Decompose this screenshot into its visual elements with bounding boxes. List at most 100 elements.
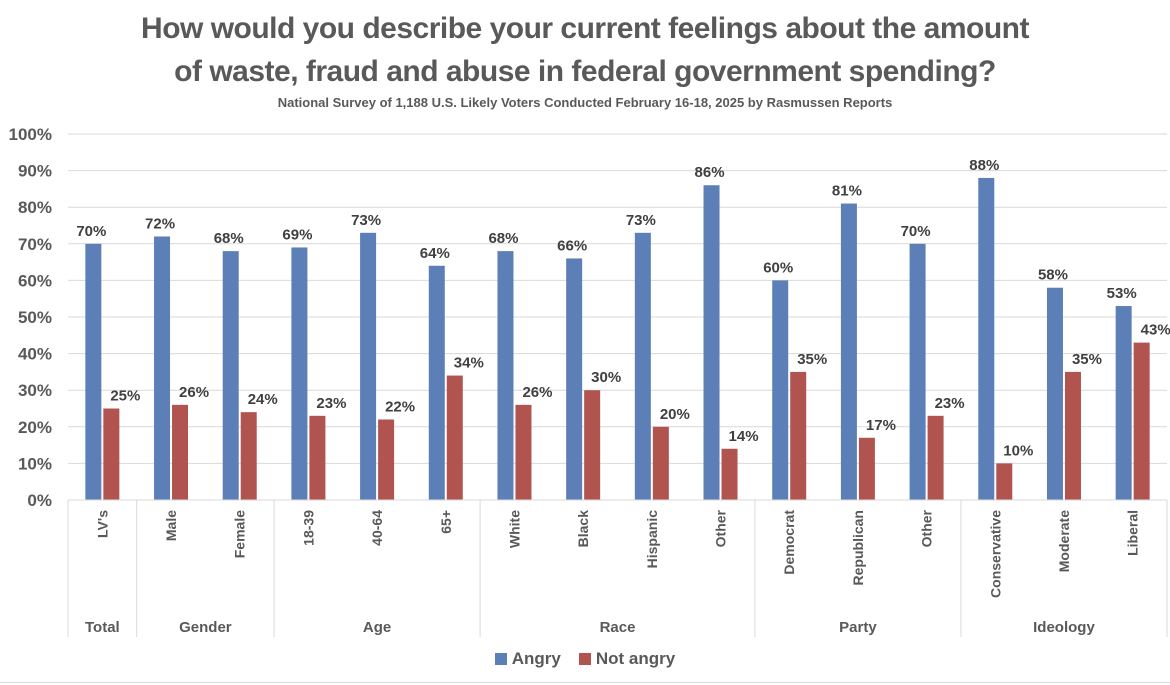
- data-label-angry: 70%: [901, 223, 931, 240]
- bar-angry: [497, 251, 514, 500]
- x-category-label: Republican: [850, 510, 866, 585]
- bar-not-angry: [584, 390, 601, 500]
- y-tick-label: 0%: [27, 491, 52, 510]
- bar-not-angry: [446, 375, 463, 500]
- x-category-label: LV's: [94, 510, 110, 538]
- y-tick-label: 30%: [18, 381, 52, 400]
- data-label-angry: 88%: [969, 157, 999, 174]
- x-category-label: 18-39: [300, 510, 316, 546]
- x-group-label: Race: [600, 619, 636, 636]
- bar-angry: [428, 265, 445, 500]
- bottom-divider: [0, 682, 1170, 683]
- bar-not-angry: [1064, 371, 1081, 500]
- bar-not-angry: [378, 419, 395, 500]
- data-label-not-angry: 17%: [866, 417, 896, 434]
- x-category-label: 40-64: [369, 510, 385, 546]
- bar-not-angry: [103, 408, 120, 500]
- data-label-not-angry: 30%: [591, 369, 621, 386]
- y-tick-label: 10%: [18, 454, 52, 473]
- x-category-label: Hispanic: [644, 510, 660, 569]
- chart-title-line-1: How would you describe your current feel…: [141, 12, 1029, 45]
- y-tick-label: 70%: [18, 235, 52, 254]
- bar-angry: [360, 232, 377, 500]
- data-label-not-angry: 26%: [522, 384, 552, 401]
- chart-title-line-2: of waste, fraud and abuse in federal gov…: [174, 55, 996, 88]
- x-group-label: Age: [363, 619, 391, 636]
- legend-item-not-angry[interactable]: Not angry: [578, 649, 676, 669]
- bar-angry: [634, 232, 651, 500]
- x-category-label: Other: [919, 509, 935, 547]
- bar-angry: [1046, 287, 1063, 500]
- bar-not-angry: [240, 412, 257, 500]
- bar-angry: [85, 243, 102, 501]
- data-label-not-angry: 43%: [1141, 322, 1170, 339]
- data-label-angry: 73%: [626, 212, 656, 229]
- bar-not-angry: [721, 448, 738, 500]
- x-category-label: Conservative: [987, 510, 1003, 598]
- data-label-not-angry: 35%: [797, 351, 827, 368]
- bar-angry: [909, 243, 926, 501]
- x-group-label: Party: [839, 619, 877, 636]
- y-tick-label: 40%: [18, 345, 52, 364]
- legend-label-angry: Angry: [511, 649, 561, 668]
- bar-angry: [222, 251, 239, 500]
- x-category-label: Moderate: [1056, 510, 1072, 572]
- data-label-not-angry: 10%: [1003, 442, 1033, 459]
- legend-label-not-angry: Not angry: [595, 649, 676, 668]
- y-tick-label: 50%: [18, 308, 52, 327]
- data-label-not-angry: 22%: [385, 398, 415, 415]
- bar-angry: [1115, 306, 1132, 500]
- bar-not-angry: [1133, 342, 1150, 500]
- legend: Angry Not angry: [0, 649, 1170, 669]
- y-tick-label: 80%: [18, 198, 52, 217]
- y-axis: 0% 10% 20% 30% 40% 50% 60% 70% 80% 90% 100%: [9, 125, 52, 510]
- x-category-label: Democrat: [781, 510, 797, 575]
- y-tick-label: 60%: [18, 271, 52, 290]
- data-label-angry: 70%: [76, 223, 106, 240]
- bar-angry: [291, 247, 308, 500]
- legend-swatch-not-angry: [578, 653, 591, 665]
- bar-angry: [703, 185, 720, 501]
- data-label-not-angry: 26%: [179, 384, 209, 401]
- data-label-angry: 69%: [282, 226, 312, 243]
- data-label-not-angry: 23%: [935, 395, 965, 412]
- legend-swatch-angry: [494, 653, 507, 665]
- x-group-label: Ideology: [1033, 619, 1095, 636]
- data-label-angry: 73%: [351, 212, 381, 229]
- bar-not-angry: [858, 437, 875, 500]
- x-group-label: Gender: [179, 619, 232, 636]
- y-tick-label: 100%: [9, 125, 52, 144]
- bar-not-angry: [309, 415, 326, 500]
- x-category-label: White: [506, 510, 522, 548]
- bar-angry: [840, 203, 857, 501]
- data-label-angry: 72%: [145, 215, 175, 232]
- y-tick-label: 90%: [18, 162, 52, 181]
- data-label-not-angry: 25%: [110, 388, 140, 405]
- x-group-label: Total: [85, 619, 120, 636]
- x-category-label: Female: [232, 510, 248, 558]
- chart-subtitle: National Survey of 1,188 U.S. Likely Vot…: [277, 95, 893, 110]
- data-label-not-angry: 14%: [729, 428, 759, 445]
- data-label-not-angry: 20%: [660, 406, 690, 423]
- bar-angry: [978, 177, 995, 501]
- bar-angry: [154, 236, 171, 501]
- data-label-not-angry: 35%: [1072, 351, 1102, 368]
- bar-angry: [566, 258, 583, 500]
- data-label-angry: 86%: [695, 164, 725, 181]
- bars: [85, 177, 1150, 501]
- x-category-label: Male: [163, 510, 179, 541]
- y-tick-label: 20%: [18, 418, 52, 437]
- bar-not-angry: [927, 415, 944, 500]
- data-labels: 70% 25% 72% 26% 68% 24% 69% 23% 73% 22% 64% 34% 68% 2…: [76, 157, 1170, 459]
- data-label-angry: 68%: [488, 230, 518, 247]
- bar-not-angry: [652, 426, 669, 500]
- bar-angry: [772, 280, 789, 500]
- x-category-label: Other: [713, 509, 729, 547]
- data-label-not-angry: 34%: [454, 355, 484, 372]
- data-label-angry: 58%: [1038, 267, 1068, 284]
- data-label-angry: 53%: [1107, 285, 1137, 302]
- legend-item-angry[interactable]: Angry: [494, 649, 561, 669]
- data-label-angry: 66%: [557, 237, 587, 254]
- bar-not-angry: [515, 404, 532, 500]
